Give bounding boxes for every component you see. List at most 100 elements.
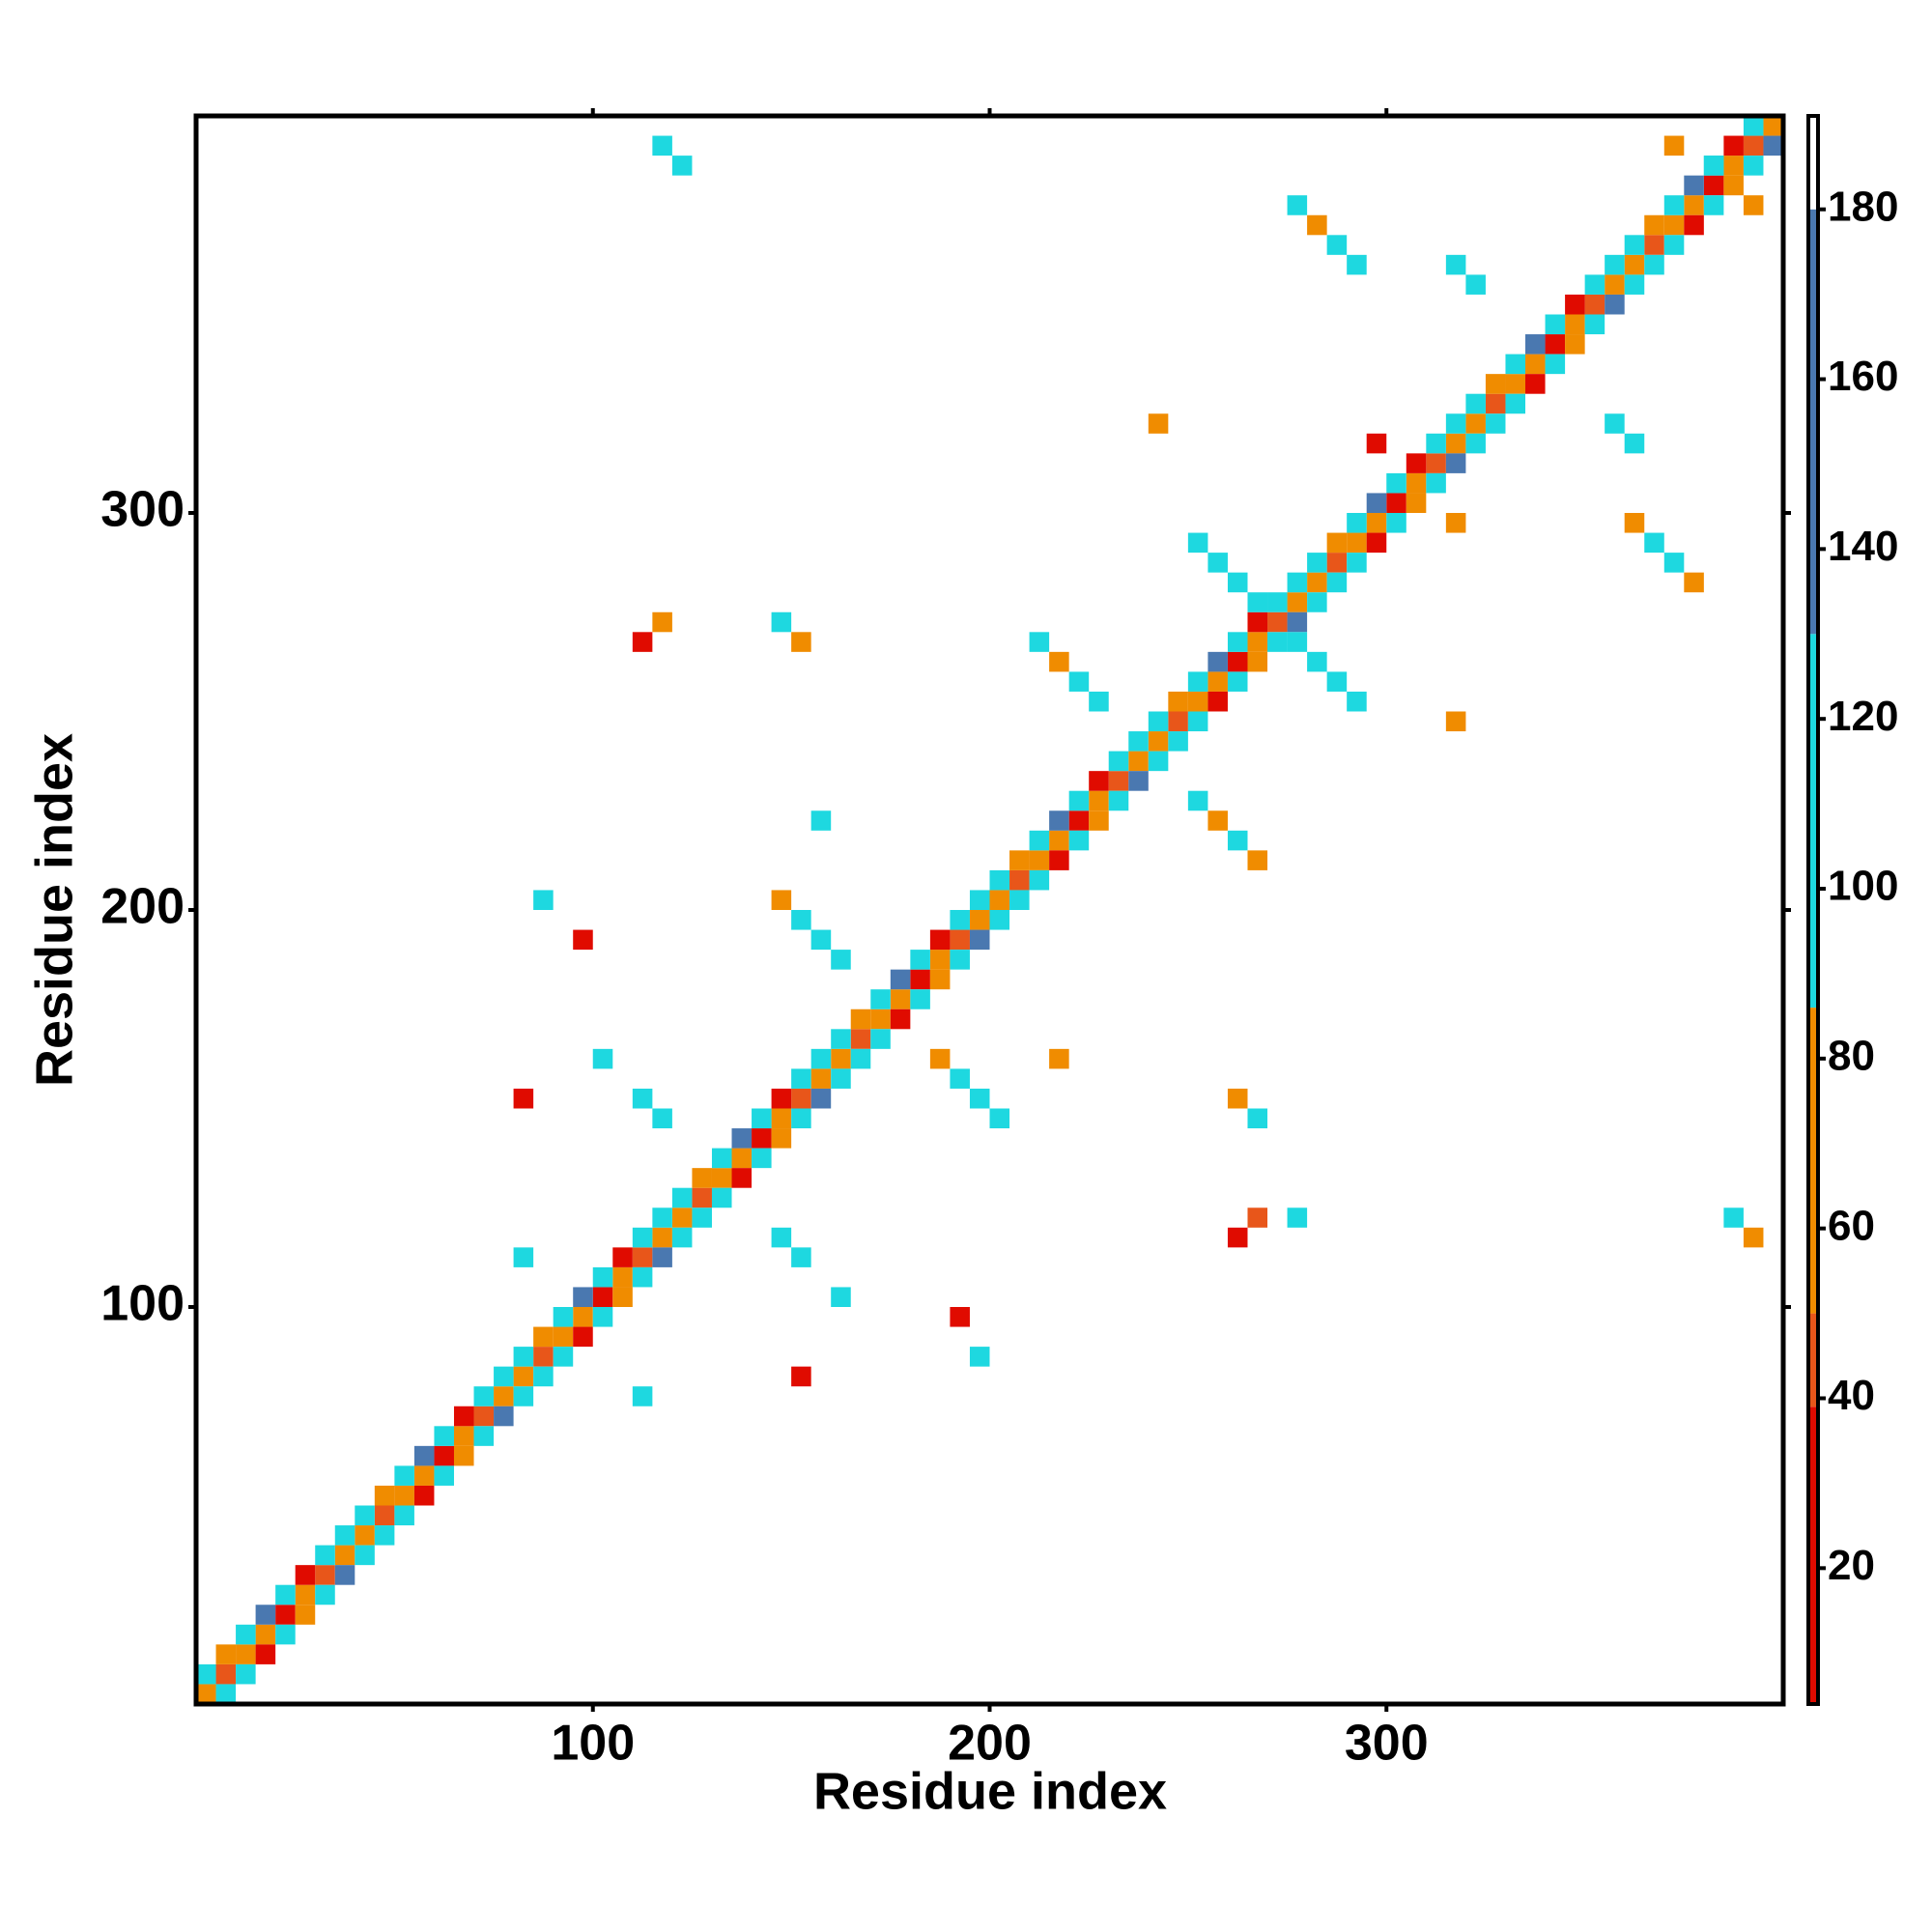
cell: [1326, 532, 1348, 554]
cell: [1326, 572, 1348, 593]
cell: [1009, 890, 1030, 910]
cell: [1426, 453, 1446, 473]
cell: [1227, 651, 1248, 672]
cell: [1386, 493, 1406, 513]
cell: [1386, 472, 1406, 494]
cell: [1287, 592, 1308, 612]
colorbar-tick-label: 180: [1828, 183, 1898, 230]
colorbar-segment: [1808, 1008, 1818, 1314]
colorbar-tick-label: 160: [1828, 353, 1898, 400]
colorbar-segment: [1808, 1406, 1818, 1704]
colorbar-segment: [1808, 634, 1818, 1009]
cell: [771, 890, 792, 910]
cell: [1445, 453, 1466, 473]
cell: [1208, 810, 1228, 831]
cell: [1068, 671, 1090, 692]
cell: [236, 1663, 256, 1685]
cell: [791, 1247, 811, 1267]
cell: [275, 1624, 296, 1645]
cell: [236, 1644, 256, 1664]
cell: [533, 1347, 554, 1367]
cell: [1208, 691, 1228, 712]
cell: [494, 1406, 514, 1427]
cell: [1326, 671, 1348, 692]
colorbar-tick-label: 20: [1828, 1542, 1875, 1589]
cell: [1049, 830, 1069, 851]
cell: [1366, 493, 1387, 513]
cell: [1326, 553, 1348, 573]
cell: [1227, 572, 1248, 593]
cell: [989, 1108, 1010, 1129]
cell: [1723, 135, 1744, 156]
cell: [1723, 156, 1744, 176]
cell: [752, 1108, 772, 1129]
cell: [692, 1187, 712, 1208]
cell: [255, 1624, 276, 1645]
cell: [1743, 1227, 1764, 1248]
cell: [771, 611, 792, 633]
cell: [215, 1644, 237, 1664]
cell: [1128, 731, 1149, 752]
cell: [831, 1029, 851, 1049]
cell: [275, 1584, 296, 1605]
cell: [1406, 493, 1427, 513]
cell: [434, 1445, 454, 1466]
cell: [850, 1009, 871, 1030]
cell: [215, 1684, 237, 1704]
cell: [910, 989, 930, 1009]
cell: [1247, 1208, 1268, 1228]
cell: [1644, 235, 1664, 255]
cell: [1644, 214, 1664, 236]
colorbar-tick-label: 140: [1828, 523, 1898, 570]
cell: [671, 1227, 693, 1248]
cell: [612, 1247, 633, 1267]
cell: [929, 950, 951, 970]
cell: [453, 1426, 474, 1446]
cell: [573, 1326, 593, 1348]
cell: [1049, 850, 1069, 870]
cell: [1624, 513, 1645, 533]
cell: [890, 969, 911, 990]
colorbar-frame: [1806, 114, 1820, 1706]
y-axis-label: Residue index: [25, 733, 83, 1087]
cell: [374, 1525, 395, 1546]
cell: [810, 1048, 832, 1069]
cell: [1445, 433, 1466, 454]
cell: [394, 1505, 414, 1526]
cell: [295, 1565, 316, 1585]
cell: [1029, 869, 1050, 891]
cell: [711, 1148, 732, 1169]
cell: [1108, 790, 1129, 811]
cell: [1009, 869, 1030, 891]
cell: [1465, 393, 1486, 414]
cell: [215, 1663, 237, 1685]
cell: [1445, 413, 1466, 434]
cell: [890, 989, 911, 1009]
cell: [711, 1187, 732, 1208]
cell: [1247, 651, 1268, 672]
cell: [513, 1088, 534, 1109]
cell: [255, 1644, 276, 1664]
cell: [1227, 671, 1248, 692]
cell: [1723, 1208, 1744, 1228]
cell: [1089, 691, 1109, 712]
x-tick-label: 100: [551, 1716, 635, 1772]
cell: [1049, 810, 1069, 831]
cell: [315, 1584, 335, 1605]
cell: [671, 1187, 693, 1208]
cell: [969, 910, 990, 930]
cell: [1148, 751, 1169, 772]
cell: [1187, 671, 1208, 692]
cell: [1068, 790, 1090, 811]
colorbar-segment: [1808, 1313, 1818, 1407]
cell: [870, 1009, 891, 1030]
cell: [612, 1266, 633, 1288]
colorbar-tick-label: 120: [1828, 693, 1898, 740]
cell: [771, 1088, 792, 1109]
cell: [1347, 254, 1367, 275]
cell: [1366, 433, 1387, 454]
cell: [752, 1148, 772, 1169]
cell: [810, 1088, 832, 1109]
cell: [573, 1307, 593, 1327]
cell: [334, 1565, 355, 1585]
